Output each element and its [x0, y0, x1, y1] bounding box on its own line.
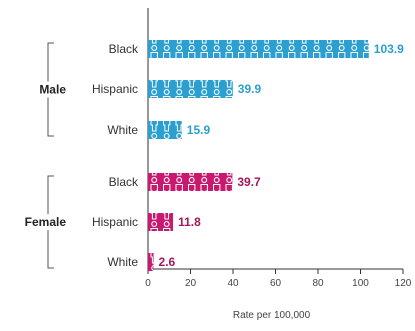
category-label: Black: [109, 175, 139, 189]
group-label: Male: [39, 83, 66, 97]
x-tick-label: 100: [352, 278, 369, 289]
data-label: 103.9: [374, 42, 404, 56]
bar: [148, 173, 233, 191]
data-label: 2.6: [159, 255, 176, 269]
x-tick-label: 20: [185, 278, 197, 289]
category-label: White: [107, 123, 138, 137]
x-tick-label: 0: [145, 278, 151, 289]
category-label: Hispanic: [92, 82, 138, 96]
data-label: 39.9: [238, 82, 262, 96]
x-tick-label: 60: [270, 278, 282, 289]
bar: [148, 80, 233, 98]
bar: [148, 213, 174, 231]
bar: [148, 121, 182, 139]
data-label: 15.9: [187, 123, 211, 137]
category-label: Hispanic: [92, 215, 138, 229]
x-tick-label: 40: [227, 278, 239, 289]
group-bracket: [47, 42, 54, 137]
data-label: 39.7: [237, 175, 261, 189]
data-label: 11.8: [178, 215, 201, 229]
x-tick-label: 120: [395, 278, 412, 289]
category-label: Black: [109, 42, 139, 56]
category-label: White: [107, 255, 138, 269]
group-label: Female: [25, 215, 67, 229]
group-bracket: [47, 175, 54, 269]
x-tick-label: 80: [312, 278, 324, 289]
bar: [148, 253, 154, 271]
bar: [148, 40, 369, 58]
x-axis-title: Rate per 100,000: [233, 310, 311, 321]
